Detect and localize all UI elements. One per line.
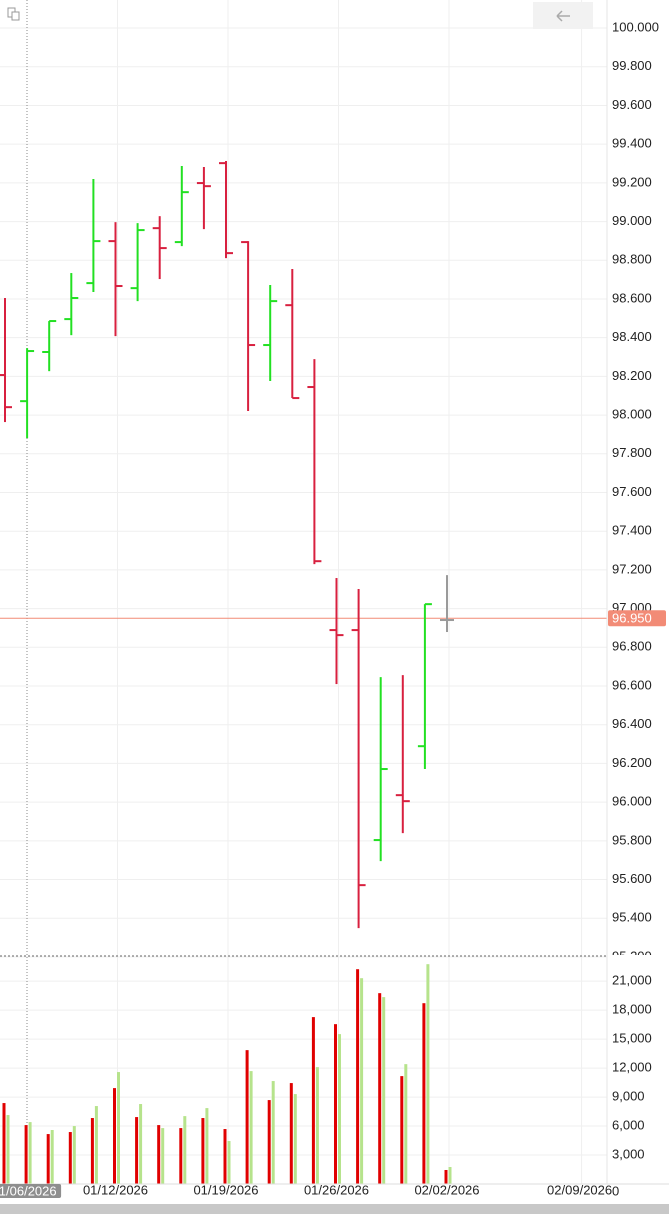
- volume-bar: [2, 1103, 6, 1184]
- x-tick-label: 02/09/2026: [547, 1182, 612, 1197]
- scrollbar[interactable]: [0, 1204, 669, 1214]
- y-tick-label: 96.400: [612, 716, 652, 731]
- volume-bar: [183, 1116, 187, 1184]
- volume-bar: [50, 1130, 54, 1184]
- layout-icon-part: [11, 11, 20, 21]
- price-pane: [0, 161, 607, 929]
- volume-bar: [94, 1106, 98, 1184]
- y-tick-label: 12,000: [612, 1060, 652, 1075]
- volume-bar: [378, 993, 382, 1184]
- y-tick-label: 98.600: [612, 290, 652, 305]
- y-tick-label: 99.800: [612, 58, 652, 73]
- volume-bar: [356, 969, 360, 1184]
- grid: [0, 0, 607, 1185]
- volume-bar: [135, 1117, 139, 1184]
- volume-bar: [400, 1076, 404, 1184]
- volume-bar: [293, 1094, 297, 1184]
- volume-bar: [205, 1108, 209, 1184]
- y-tick-label: 97.800: [612, 445, 652, 460]
- y-tick-label: 95.800: [612, 832, 652, 847]
- x-tick-label: 02/02/2026: [414, 1182, 479, 1197]
- volume-bar: [444, 1169, 448, 1184]
- y-tick-label: 98.800: [612, 252, 652, 267]
- volume-bar: [113, 1088, 116, 1184]
- y-tick-label: 95.400: [612, 910, 652, 925]
- volume-bar: [24, 1125, 28, 1184]
- y-tick-label: 96.000: [612, 794, 652, 809]
- last-price-label: 96.950: [612, 611, 652, 626]
- volume-bar: [201, 1118, 205, 1184]
- volume-bar: [28, 1122, 32, 1184]
- volume-bar: [245, 1050, 249, 1184]
- y-tick-label: 96.200: [612, 755, 652, 770]
- y-tick-label: 21,000: [612, 973, 652, 988]
- volume-bar: [271, 1081, 275, 1184]
- volume-bar: [223, 1129, 227, 1184]
- volume-bar: [448, 1167, 452, 1184]
- volume-bar: [315, 1067, 319, 1184]
- volume-bar: [157, 1125, 161, 1184]
- volume-bar: [72, 1126, 76, 1184]
- y-tick-label: 96.800: [612, 639, 652, 654]
- y-tick-label: 97.200: [612, 561, 652, 576]
- y-tick-label: 97.600: [612, 484, 652, 499]
- y-tick-label: 99.600: [612, 97, 652, 112]
- y-tick-label: 0: [612, 1183, 619, 1198]
- y-tick-label: 99.200: [612, 174, 652, 189]
- y-tick-label: 9,000: [612, 1089, 645, 1104]
- last-price-box: [608, 610, 666, 627]
- volume-bar: [90, 1118, 94, 1184]
- volume-pane: [2, 964, 452, 1184]
- volume-bar: [161, 1128, 165, 1184]
- x-tick-label: 01/19/2026: [193, 1182, 258, 1197]
- volume-bar: [6, 1115, 10, 1184]
- volume-bar: [227, 1141, 231, 1184]
- crosshair-label: 01/06/2026: [0, 1183, 57, 1198]
- y-tick-label: 97.400: [612, 523, 652, 538]
- y-tick-label: 95.600: [612, 871, 652, 886]
- x-tick-label: 01/26/2026: [304, 1182, 369, 1197]
- x-tick-label: 01/12/2026: [83, 1182, 148, 1197]
- volume-bar: [46, 1134, 50, 1184]
- volume-bar: [311, 1017, 315, 1184]
- y-tick-label: 99.400: [612, 136, 652, 151]
- volume-bar: [426, 964, 430, 1184]
- y-tick-label: 96.600: [612, 677, 652, 692]
- volume-bar: [382, 997, 386, 1184]
- y-tick-label: 98.200: [612, 368, 652, 383]
- volume-bar: [422, 1003, 426, 1184]
- volume-bar: [404, 1064, 408, 1184]
- volume-bar: [267, 1100, 271, 1184]
- volume-bar: [139, 1104, 143, 1184]
- y-tick-label: 15,000: [612, 1031, 652, 1046]
- volume-bar: [360, 978, 364, 1184]
- volume-bar: [334, 1024, 337, 1184]
- volume-bar: [68, 1132, 72, 1184]
- y-tick-label: 3,000: [612, 1146, 645, 1161]
- y-tick-label: 95.200: [612, 948, 652, 963]
- y-tick-label: 100.000: [612, 19, 659, 34]
- crosshair-label-bg: [0, 1184, 62, 1198]
- y-tick-label: 6,000: [612, 1117, 645, 1132]
- y-tick-label: 98.000: [612, 407, 652, 422]
- volume-bar: [338, 1034, 341, 1184]
- y-tick-label: 99.000: [612, 213, 652, 228]
- volume-bar: [249, 1071, 253, 1184]
- volume-bar: [179, 1128, 183, 1184]
- back-arrow: [556, 10, 570, 22]
- y-tick-label: 18,000: [612, 1002, 652, 1017]
- volume-bar: [117, 1072, 120, 1184]
- y-tick-label: 98.400: [612, 329, 652, 344]
- volume-bar: [289, 1083, 293, 1184]
